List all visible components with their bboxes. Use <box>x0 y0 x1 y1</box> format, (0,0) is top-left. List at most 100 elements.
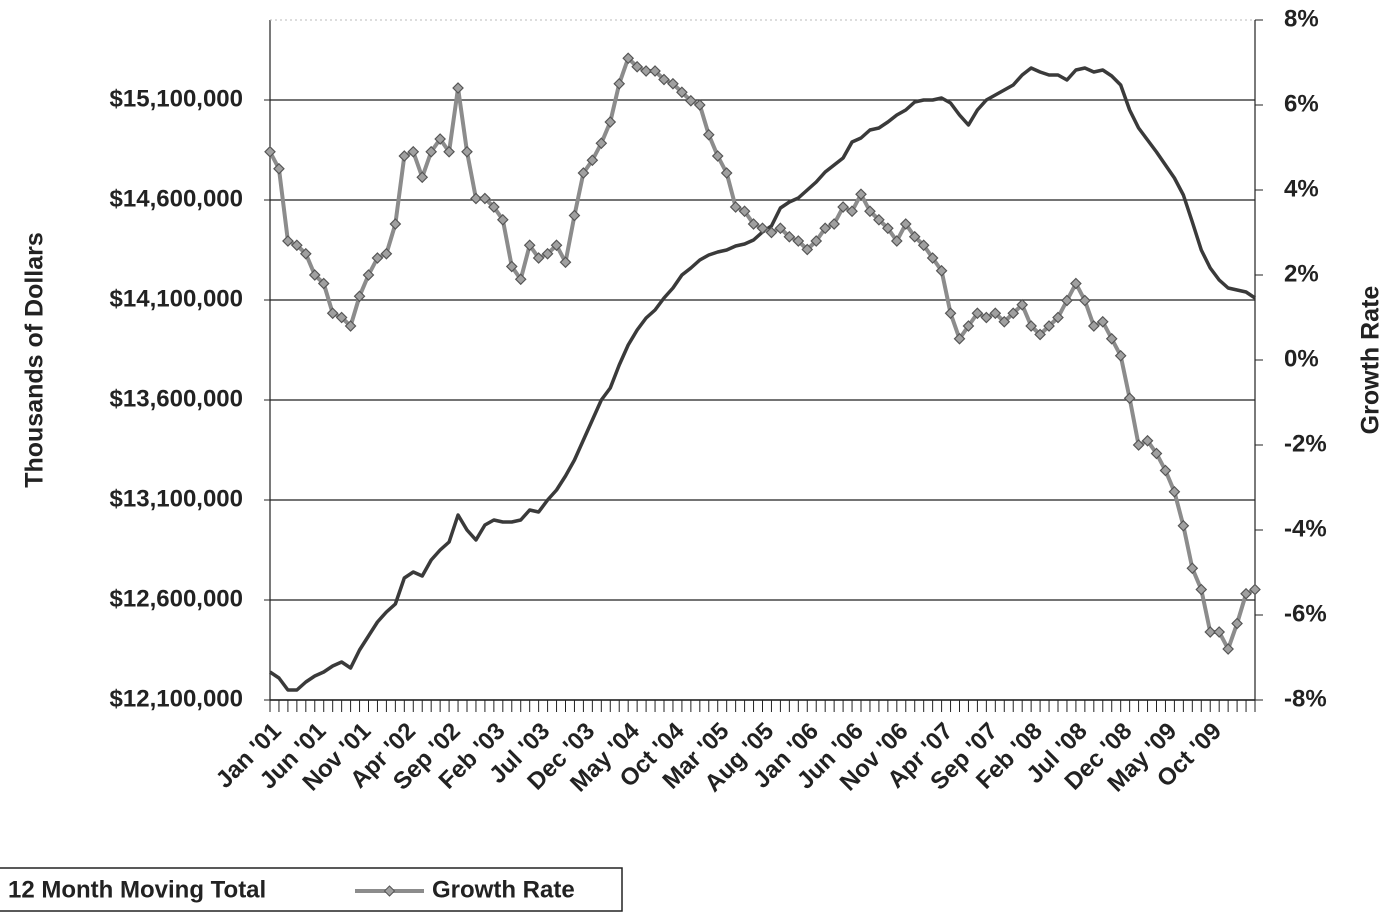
marker <box>470 192 482 205</box>
marker <box>326 307 339 320</box>
y-tick-label: $12,100,000 <box>110 685 243 712</box>
marker <box>774 222 787 235</box>
marker <box>622 52 635 65</box>
marker <box>1043 320 1055 332</box>
marker <box>1052 311 1064 324</box>
marker <box>658 73 670 86</box>
marker <box>595 137 608 150</box>
marker <box>577 167 590 179</box>
legend-marker <box>383 885 396 897</box>
marker <box>425 145 438 158</box>
marker <box>371 252 384 264</box>
y2-tick-label: 8% <box>1284 5 1319 32</box>
marker <box>452 82 464 94</box>
marker <box>398 150 411 162</box>
marker <box>523 239 536 252</box>
marker <box>873 213 885 226</box>
y-tick-label: $13,100,000 <box>110 485 243 512</box>
marker <box>1195 583 1208 596</box>
marker <box>496 213 509 226</box>
y2-tick-label: -6% <box>1284 600 1327 627</box>
marker <box>434 133 446 145</box>
marker <box>1123 392 1136 405</box>
y-tick-label: $12,600,000 <box>110 585 243 612</box>
marker <box>810 235 823 247</box>
marker <box>1070 277 1082 290</box>
marker <box>407 145 420 158</box>
marker <box>649 65 661 77</box>
marker <box>353 290 366 303</box>
marker <box>1132 439 1145 451</box>
marker <box>756 222 769 235</box>
marker <box>908 230 921 243</box>
marker <box>604 116 617 128</box>
marker <box>667 77 679 90</box>
y-tick-label: $14,600,000 <box>110 185 243 212</box>
marker <box>801 243 814 256</box>
marker <box>568 209 581 222</box>
marker <box>980 311 993 324</box>
marker <box>1087 320 1100 332</box>
series-line <box>268 56 1256 651</box>
marker <box>846 205 858 218</box>
marker <box>926 252 939 264</box>
marker <box>1061 294 1073 307</box>
legend-label: 12 Month Moving Total <box>8 876 266 903</box>
marker <box>1177 519 1190 532</box>
marker <box>783 230 796 243</box>
marker <box>1249 583 1261 596</box>
marker <box>532 252 545 264</box>
marker <box>1016 298 1029 311</box>
marker <box>998 315 1011 328</box>
marker <box>765 226 778 239</box>
marker <box>299 247 312 260</box>
marker <box>273 162 285 175</box>
marker <box>1105 332 1118 345</box>
marker <box>693 99 706 111</box>
marker <box>559 256 572 269</box>
marker <box>1141 434 1154 447</box>
marker <box>702 128 715 141</box>
marker <box>1222 643 1234 655</box>
marker <box>640 65 652 77</box>
marker <box>631 60 643 73</box>
marker <box>1168 485 1181 498</box>
marker <box>1240 587 1252 600</box>
marker <box>1114 349 1127 362</box>
marker <box>962 320 975 332</box>
marker <box>837 201 849 213</box>
marker <box>389 218 402 230</box>
marker <box>586 154 599 167</box>
y2-tick-label: -2% <box>1284 430 1327 457</box>
marker <box>819 222 832 235</box>
marker <box>514 273 527 286</box>
marker <box>550 239 563 252</box>
marker <box>479 192 491 205</box>
marker <box>1231 617 1243 630</box>
marker <box>317 277 330 290</box>
y2-tick-label: 2% <box>1284 260 1319 287</box>
marker <box>541 247 554 260</box>
marker <box>291 239 303 252</box>
y-tick-label: $13,600,000 <box>110 385 243 412</box>
marker <box>864 205 876 218</box>
marker <box>944 307 957 320</box>
marker <box>792 235 805 247</box>
marker <box>1096 315 1109 328</box>
y2-tick-label: -4% <box>1284 515 1327 542</box>
marker <box>729 201 742 213</box>
marker <box>1159 464 1172 477</box>
y2-tick-label: 4% <box>1284 175 1319 202</box>
marker <box>1007 307 1020 320</box>
marker <box>1150 447 1163 460</box>
marker <box>1025 320 1037 332</box>
marker <box>855 188 867 201</box>
marker <box>685 94 697 107</box>
marker <box>953 332 966 345</box>
marker <box>1079 294 1091 307</box>
y2-axis-title: Growth Rate <box>1357 286 1385 435</box>
y-tick-label: $14,100,000 <box>110 285 243 312</box>
marker <box>380 247 393 260</box>
marker <box>443 145 455 158</box>
marker <box>461 145 473 158</box>
